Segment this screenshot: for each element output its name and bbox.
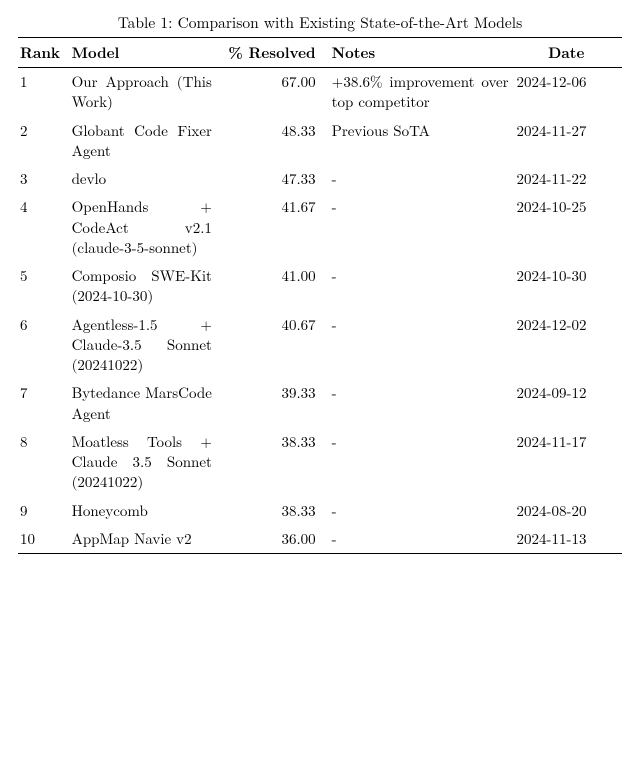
table-row: 10 AppMap Navie v2 36.00 - 2024-11-13 [18, 525, 622, 554]
cell-date: 2024-12-02 [515, 311, 623, 380]
cell-model: AppMap Navie v2 [70, 525, 218, 554]
cell-date: 2024-08-20 [515, 497, 623, 525]
cell-rank: 7 [18, 379, 70, 428]
table-body: 1 Our Approach (This Work) 67.00 +38.6% … [18, 68, 622, 554]
cell-resolved: 36.00 [218, 525, 330, 554]
cell-model: Moatless Tools + Claude 3.5 Sonnet (2024… [70, 428, 218, 497]
cell-rank: 8 [18, 428, 70, 497]
table-row: 7 Bytedance MarsCode Agent 39.33 - 2024-… [18, 379, 622, 428]
cell-date: 2024-12-06 [515, 68, 623, 117]
header-date: Date [515, 38, 623, 68]
cell-notes: - [330, 262, 515, 311]
sota-comparison-table: Rank Model % Resolved Notes Date 1 Our A… [18, 37, 622, 554]
cell-date: 2024-11-13 [515, 525, 623, 554]
cell-model: Globant Code Fixer Agent [70, 117, 218, 166]
cell-rank: 9 [18, 497, 70, 525]
cell-date: 2024-11-22 [515, 165, 623, 193]
cell-notes: - [330, 193, 515, 262]
cell-resolved: 39.33 [218, 379, 330, 428]
cell-rank: 1 [18, 68, 70, 117]
cell-date: 2024-11-17 [515, 428, 623, 497]
cell-date: 2024-09-12 [515, 379, 623, 428]
cell-date: 2024-10-30 [515, 262, 623, 311]
cell-notes: - [330, 165, 515, 193]
cell-model: Our Approach (This Work) [70, 68, 218, 117]
cell-resolved: 40.67 [218, 311, 330, 380]
header-resolved: % Resolved [218, 38, 330, 68]
header-model: Model [70, 38, 218, 68]
cell-resolved: 48.33 [218, 117, 330, 166]
table-caption: Table 1: Comparison with Existing State-… [18, 12, 622, 33]
cell-notes: - [330, 428, 515, 497]
cell-model: Composio SWE-Kit (2024-10-30) [70, 262, 218, 311]
cell-notes: - [330, 525, 515, 554]
cell-resolved: 38.33 [218, 497, 330, 525]
table-header-row: Rank Model % Resolved Notes Date [18, 38, 622, 68]
cell-rank: 2 [18, 117, 70, 166]
cell-resolved: 38.33 [218, 428, 330, 497]
cell-model: OpenHands + CodeAct v2.1 (claude-3-5-son… [70, 193, 218, 262]
table-row: 5 Composio SWE-Kit (2024-10-30) 41.00 - … [18, 262, 622, 311]
cell-resolved: 67.00 [218, 68, 330, 117]
cell-resolved: 47.33 [218, 165, 330, 193]
table-row: 3 devlo 47.33 - 2024-11-22 [18, 165, 622, 193]
table-row: 2 Globant Code Fixer Agent 48.33 Previou… [18, 117, 622, 166]
table-row: 1 Our Approach (This Work) 67.00 +38.6% … [18, 68, 622, 117]
cell-notes: - [330, 311, 515, 380]
header-notes: Notes [330, 38, 515, 68]
cell-notes: - [330, 379, 515, 428]
table-row: 9 Honeycomb 38.33 - 2024-08-20 [18, 497, 622, 525]
cell-rank: 10 [18, 525, 70, 554]
cell-rank: 6 [18, 311, 70, 380]
cell-resolved: 41.67 [218, 193, 330, 262]
cell-rank: 4 [18, 193, 70, 262]
cell-date: 2024-11-27 [515, 117, 623, 166]
table-row: 6 Agentless-1.5 + Claude-3.5 Sonnet (202… [18, 311, 622, 380]
cell-date: 2024-10-25 [515, 193, 623, 262]
table-row: 8 Moatless Tools + Claude 3.5 Sonnet (20… [18, 428, 622, 497]
cell-rank: 3 [18, 165, 70, 193]
header-rank: Rank [18, 38, 70, 68]
cell-rank: 5 [18, 262, 70, 311]
cell-notes: Previous SoTA [330, 117, 515, 166]
cell-model: devlo [70, 165, 218, 193]
cell-notes: - [330, 497, 515, 525]
cell-notes: +38.6% improvement over top competitor [330, 68, 515, 117]
cell-resolved: 41.00 [218, 262, 330, 311]
cell-model: Agentless-1.5 + Claude-3.5 Sonnet (20241… [70, 311, 218, 380]
table-row: 4 OpenHands + CodeAct v2.1 (claude-3-5-s… [18, 193, 622, 262]
cell-model: Bytedance MarsCode Agent [70, 379, 218, 428]
cell-model: Honeycomb [70, 497, 218, 525]
